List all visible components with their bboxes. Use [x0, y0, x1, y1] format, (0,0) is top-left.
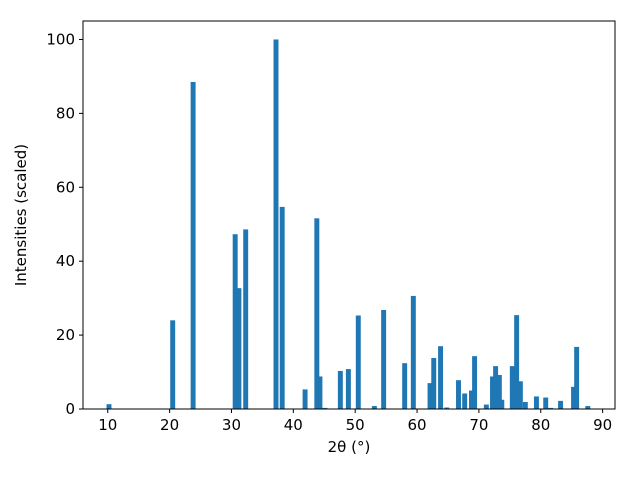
bar — [522, 401, 528, 409]
x-tick-label: 10 — [98, 416, 117, 434]
y-tick-label: 20 — [56, 326, 75, 344]
y-axis-label: Intensities (scaled) — [12, 144, 30, 286]
bar — [462, 393, 468, 409]
bar — [106, 404, 112, 409]
bar — [431, 358, 437, 409]
bar — [317, 376, 323, 409]
bar — [483, 404, 489, 409]
bar — [472, 356, 478, 409]
bar — [170, 320, 176, 409]
bar — [314, 218, 320, 409]
bar — [302, 389, 308, 409]
bar — [514, 315, 520, 409]
bar — [410, 295, 416, 409]
bar — [585, 406, 591, 409]
bar — [444, 407, 450, 409]
bar — [548, 407, 554, 409]
bar — [571, 386, 577, 409]
x-tick-label: 90 — [593, 416, 612, 434]
bar — [279, 206, 285, 409]
bar — [438, 346, 444, 409]
bar — [190, 81, 196, 409]
y-tick-label: 60 — [56, 178, 75, 196]
x-tick-label: 20 — [160, 416, 179, 434]
x-tick-label: 50 — [346, 416, 365, 434]
bar — [509, 366, 515, 409]
bar — [355, 315, 361, 409]
x-tick-label: 60 — [407, 416, 426, 434]
plot-frame — [82, 20, 616, 410]
bar — [456, 380, 461, 409]
bar — [381, 309, 387, 409]
y-tick-label: 40 — [56, 252, 75, 270]
bar — [493, 366, 499, 409]
y-tick-label: 100 — [46, 30, 75, 48]
x-tick-label: 70 — [469, 416, 488, 434]
bar — [517, 381, 523, 409]
bar — [574, 346, 580, 409]
x-tick-label: 80 — [531, 416, 550, 434]
bar — [496, 375, 502, 409]
bar — [558, 400, 564, 409]
bar — [402, 363, 408, 409]
bar — [273, 39, 279, 409]
y-tick-label: 80 — [56, 104, 75, 122]
bar — [243, 229, 249, 409]
bar — [322, 407, 328, 409]
x-axis-label: 2θ (°) — [328, 438, 371, 456]
x-tick-label: 40 — [284, 416, 303, 434]
bar — [469, 390, 474, 409]
bar — [499, 399, 505, 409]
x-tick-label: 30 — [222, 416, 241, 434]
bar — [427, 383, 433, 409]
bar — [371, 406, 377, 409]
bar — [337, 370, 343, 409]
bar — [533, 396, 539, 409]
bar — [345, 369, 351, 409]
bar — [232, 234, 238, 409]
bar — [236, 288, 242, 409]
y-tick-label: 0 — [65, 400, 75, 418]
bar — [543, 397, 549, 409]
bar — [490, 376, 495, 409]
